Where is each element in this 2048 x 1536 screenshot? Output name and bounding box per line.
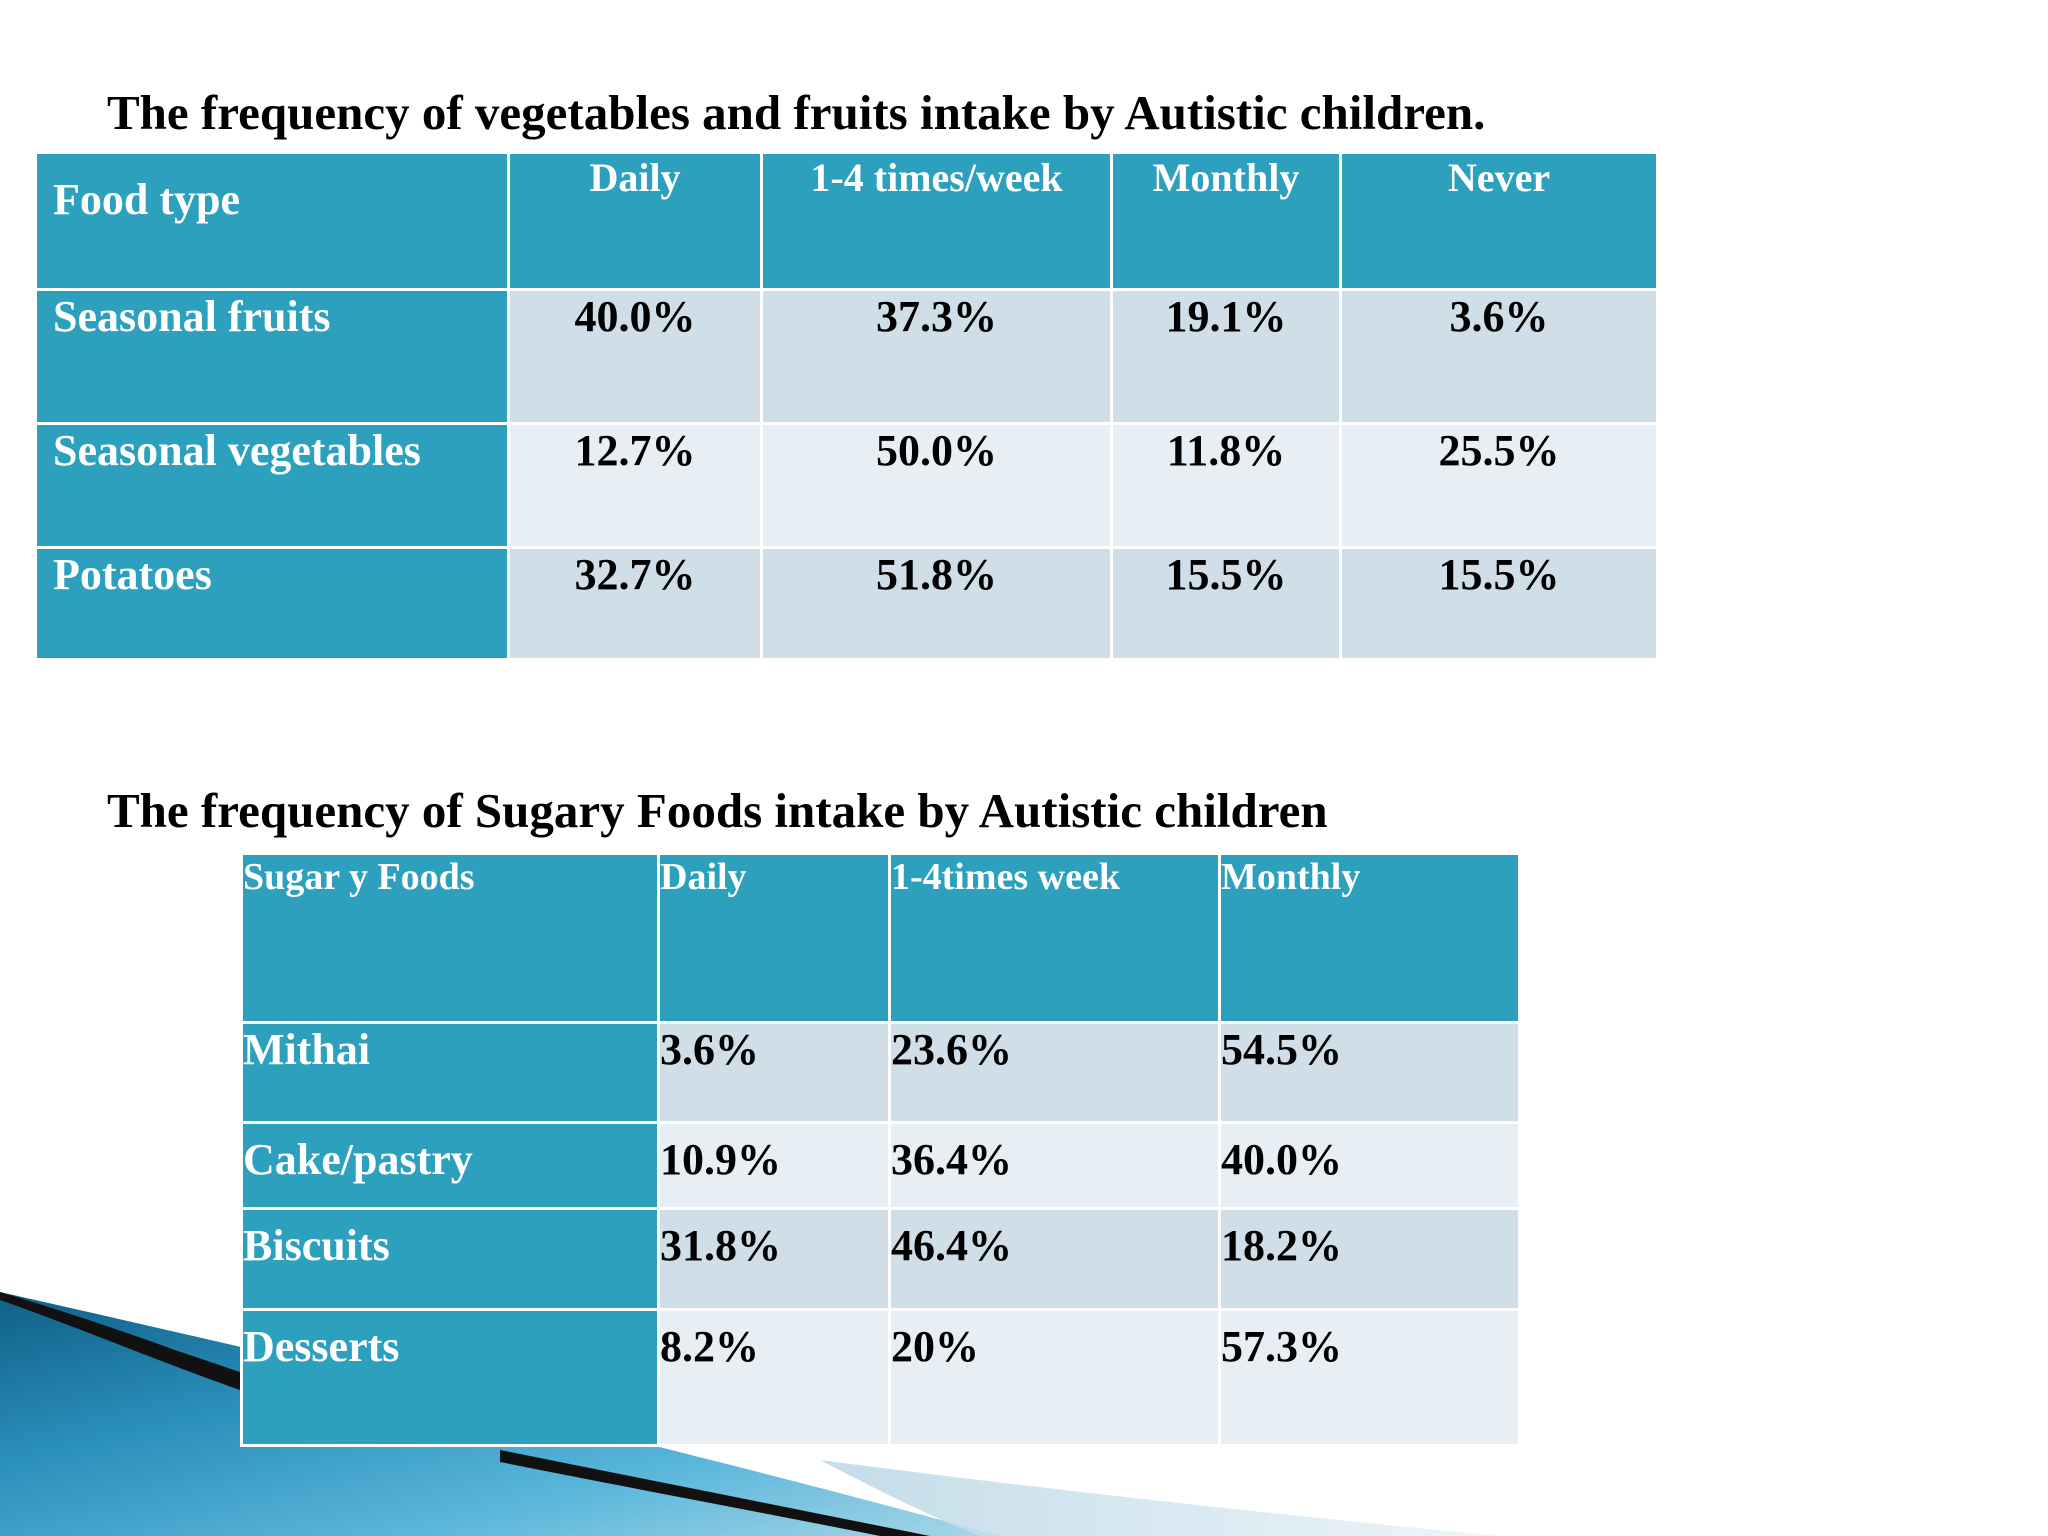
table-cell: 11.8% bbox=[1110, 422, 1342, 549]
table-cell: 8.2% bbox=[657, 1308, 891, 1447]
table-row: Potatoes 32.7% 51.8% 15.5% 15.5% bbox=[34, 546, 1659, 661]
table-cell: 31.8% bbox=[657, 1207, 891, 1311]
table-cell: 46.4% bbox=[888, 1207, 1221, 1311]
table2-header-1-4times-week: 1-4times week bbox=[888, 852, 1221, 1024]
table-row: Seasonal fruits 40.0% 37.3% 19.1% 3.6% bbox=[34, 288, 1659, 425]
table1-header-row: Food type Daily 1-4 times/week Monthly N… bbox=[34, 151, 1659, 291]
row-label: Cake/pastry bbox=[240, 1121, 660, 1210]
table1-header-never: Never bbox=[1339, 151, 1659, 291]
table2-title: The frequency of Sugary Foods intake by … bbox=[107, 783, 1328, 838]
row-label: Biscuits bbox=[240, 1207, 660, 1311]
table-cell: 25.5% bbox=[1339, 422, 1659, 549]
table-row: Seasonal vegetables 12.7% 50.0% 11.8% 25… bbox=[34, 422, 1659, 549]
table-cell: 54.5% bbox=[1218, 1021, 1521, 1124]
table-cell: 10.9% bbox=[657, 1121, 891, 1210]
table-cell: 3.6% bbox=[657, 1021, 891, 1124]
table-cell: 15.5% bbox=[1339, 546, 1659, 661]
table2-header-daily: Daily bbox=[657, 852, 891, 1024]
table2-header-monthly: Monthly bbox=[1218, 852, 1521, 1024]
table-row: Desserts 8.2% 20% 57.3% bbox=[240, 1308, 1521, 1447]
vegetables-fruits-table: Food type Daily 1-4 times/week Monthly N… bbox=[34, 151, 1659, 661]
table2-header-sugary-foods: Sugar y Foods bbox=[240, 852, 660, 1024]
table-cell: 51.8% bbox=[760, 546, 1113, 661]
table1-header-daily: Daily bbox=[507, 151, 763, 291]
table-cell: 3.6% bbox=[1339, 288, 1659, 425]
table-row: Biscuits 31.8% 46.4% 18.2% bbox=[240, 1207, 1521, 1311]
table-row: Mithai 3.6% 23.6% 54.5% bbox=[240, 1021, 1521, 1124]
table1-header-1-4-times-week: 1-4 times/week bbox=[760, 151, 1113, 291]
table-cell: 15.5% bbox=[1110, 546, 1342, 661]
row-label: Seasonal fruits bbox=[34, 288, 510, 425]
table-cell: 32.7% bbox=[507, 546, 763, 661]
table1-header-monthly: Monthly bbox=[1110, 151, 1342, 291]
sugary-foods-table: Sugar y Foods Daily 1-4times week Monthl… bbox=[240, 852, 1521, 1447]
table2-header-row: Sugar y Foods Daily 1-4times week Monthl… bbox=[240, 852, 1521, 1024]
row-label: Mithai bbox=[240, 1021, 660, 1124]
table-cell: 12.7% bbox=[507, 422, 763, 549]
table-cell: 23.6% bbox=[888, 1021, 1221, 1124]
row-label: Potatoes bbox=[34, 546, 510, 661]
table-cell: 18.2% bbox=[1218, 1207, 1521, 1311]
table-row: Cake/pastry 10.9% 36.4% 40.0% bbox=[240, 1121, 1521, 1210]
table1-title: The frequency of vegetables and fruits i… bbox=[107, 85, 1486, 140]
table1-header-food-type: Food type bbox=[34, 151, 510, 291]
table-cell: 40.0% bbox=[507, 288, 763, 425]
table-cell: 40.0% bbox=[1218, 1121, 1521, 1210]
table-cell: 20% bbox=[888, 1308, 1221, 1447]
row-label: Desserts bbox=[240, 1308, 660, 1447]
table-cell: 19.1% bbox=[1110, 288, 1342, 425]
table-cell: 36.4% bbox=[888, 1121, 1221, 1210]
table-cell: 57.3% bbox=[1218, 1308, 1521, 1447]
table-cell: 50.0% bbox=[760, 422, 1113, 549]
row-label: Seasonal vegetables bbox=[34, 422, 510, 549]
table-cell: 37.3% bbox=[760, 288, 1113, 425]
